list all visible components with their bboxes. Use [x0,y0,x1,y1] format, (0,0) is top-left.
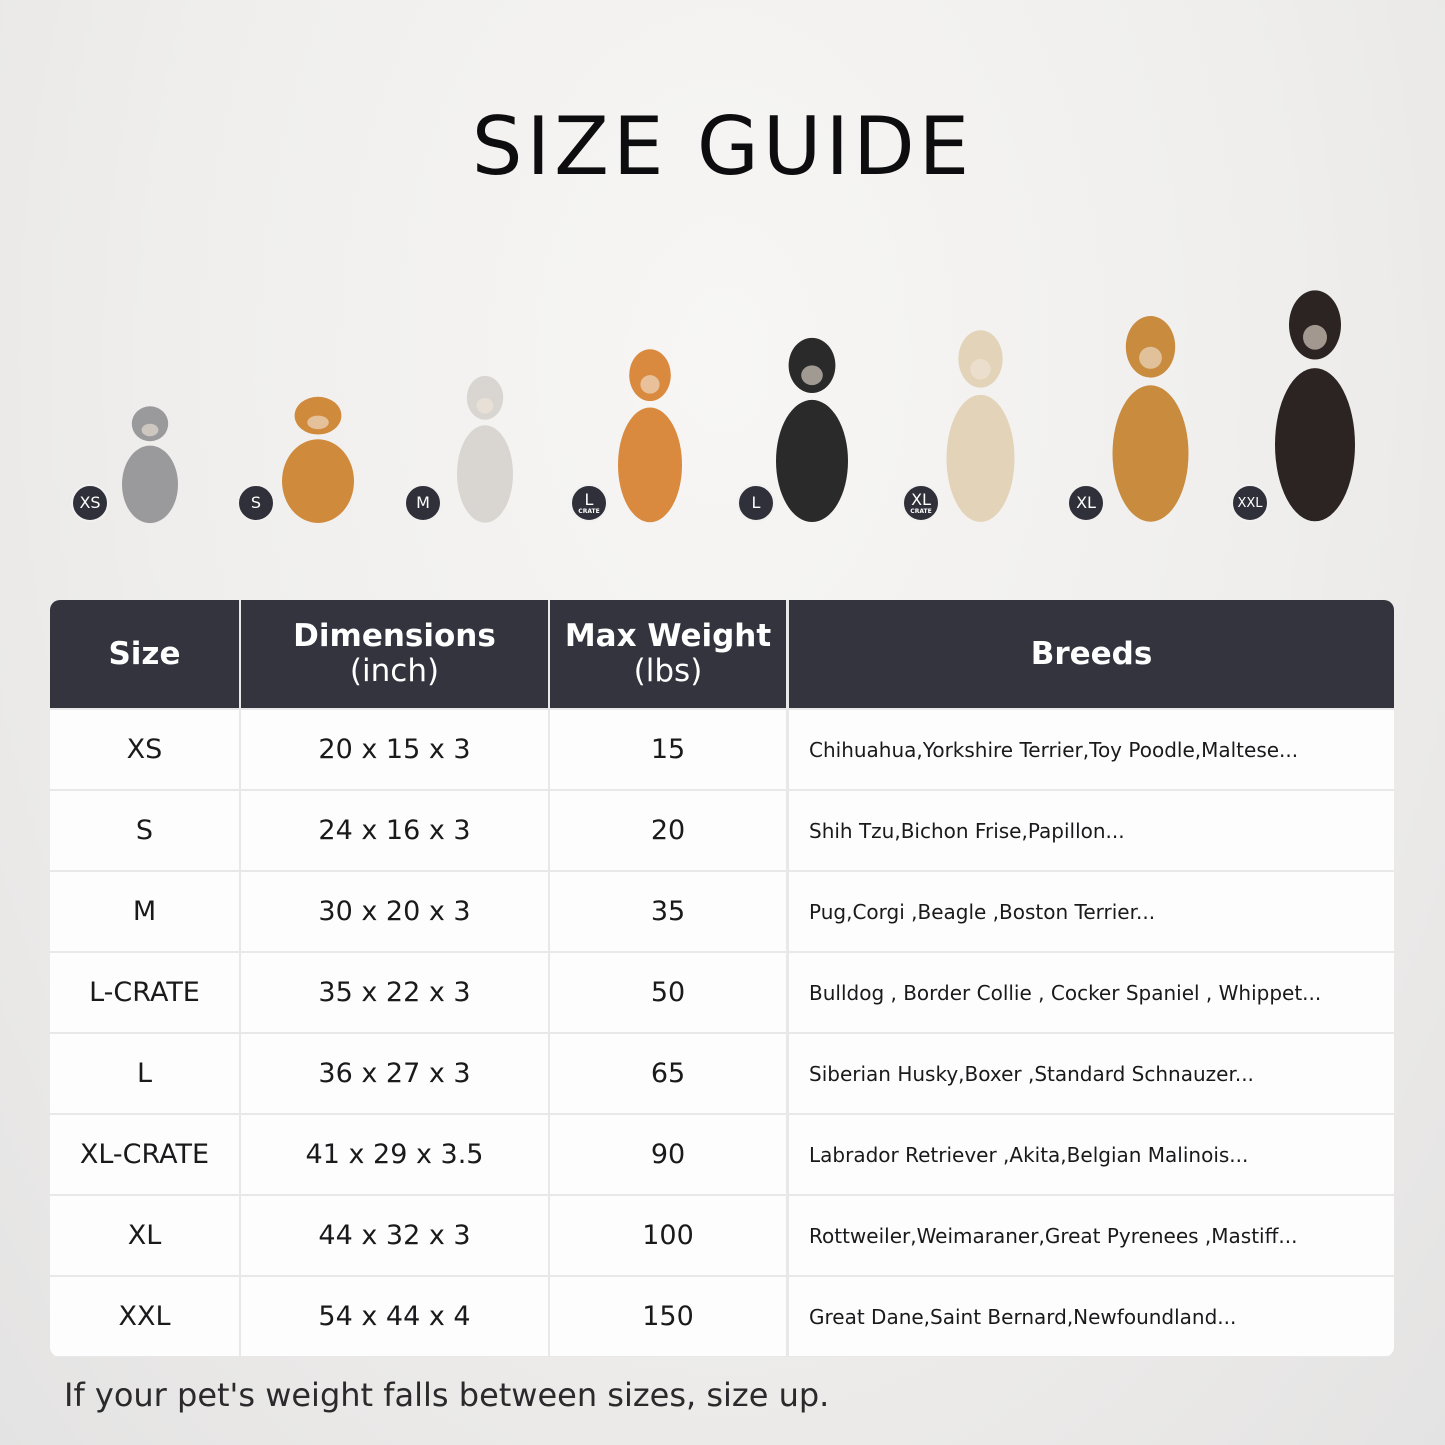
header-breeds: Breeds [789,600,1394,708]
cell-breeds: Pug,Corgi ,Beagle ,Boston Terrier... [789,872,1394,951]
cell-weight: 50 [550,953,786,1032]
cell-weight: 20 [550,791,786,870]
cell-weight: 35 [550,872,786,951]
cell-dimensions: 30 x 20 x 3 [241,872,548,951]
cell-size: XS [50,710,239,789]
shiba-inu-image [610,340,690,525]
cell-breeds: Shih Tzu,Bichon Frise,Papillon... [789,791,1394,870]
header-dimensions-label: Dimensions [293,618,496,654]
badge-sub: CRATE [578,507,600,515]
cell-dimensions: 20 x 15 x 3 [241,710,548,789]
size-badge-xl-crate: XL CRATE [902,484,940,522]
cell-breeds: Chihuahua,Yorkshire Terrier,Toy Poodle,M… [789,710,1394,789]
cell-dimensions: 54 x 44 x 4 [241,1277,548,1356]
cell-size: XL [50,1196,239,1275]
header-weight-label: Max Weight [564,618,772,654]
cell-weight: 90 [550,1115,786,1194]
badge-label: XL [911,489,931,509]
header-weight-unit: (lbs) [633,653,703,689]
size-badge-s: S [237,484,275,522]
cell-weight: 65 [550,1034,786,1113]
doberman-image [1265,278,1365,525]
french-bulldog-image [450,368,520,525]
badge-label: L [751,493,761,512]
page-title: SIZE GUIDE [471,100,974,193]
badge-label: XS [79,493,101,512]
badge-sub: CRATE [910,507,932,515]
header-size: Size [50,600,239,708]
cell-dimensions: 41 x 29 x 3.5 [241,1115,548,1194]
cell-breeds: Siberian Husky,Boxer ,Standard Schnauzer… [789,1034,1394,1113]
cell-weight: 150 [550,1277,786,1356]
cell-breeds: Bulldog , Border Collie , Cocker Spaniel… [789,953,1394,1032]
size-badge-xxl: XXL [1231,484,1269,522]
badge-label: XL [1076,493,1096,512]
cell-weight: 100 [550,1196,786,1275]
labrador-image [938,320,1023,525]
pomeranian-image [273,390,363,525]
size-badge-xl: XL [1067,484,1105,522]
cell-size: M [50,872,239,951]
size-badge-m: M [404,484,442,522]
size-badge-xs: XS [71,484,109,522]
cell-breeds: Rottweiler,Weimaraner,Great Pyrenees ,Ma… [789,1196,1394,1275]
cell-size: XL-CRATE [50,1115,239,1194]
cell-dimensions: 24 x 16 x 3 [241,791,548,870]
cell-dimensions: 35 x 22 x 3 [241,953,548,1032]
badge-label: S [250,493,262,512]
cell-dimensions: 36 x 27 x 3 [241,1034,548,1113]
size-table: Size Dimensions (inch) Max Weight (lbs) … [50,600,1394,1357]
cell-size: S [50,791,239,870]
badge-label: XXL [1237,495,1263,511]
cell-size: L [50,1034,239,1113]
cell-weight: 15 [550,710,786,789]
size-badge-l-crate: L CRATE [570,484,608,522]
golden-retriever-image [1103,305,1198,525]
cell-breeds: Great Dane,Saint Bernard,Newfoundland... [789,1277,1394,1356]
cell-size: XXL [50,1277,239,1356]
badge-label: M [416,493,430,512]
badge-label: L [584,489,594,509]
size-badge-l: L [737,484,775,522]
header-weight: Max Weight (lbs) [550,600,786,708]
cell-size: L-CRATE [50,953,239,1032]
cell-breeds: Labrador Retriever ,Akita,Belgian Malino… [789,1115,1394,1194]
cat-image [115,400,185,525]
cell-dimensions: 44 x 32 x 3 [241,1196,548,1275]
border-collie-image [767,328,857,525]
header-dimensions-unit: (inch) [349,653,440,689]
sizing-note: If your pet's weight falls between sizes… [64,1376,830,1414]
header-dimensions: Dimensions (inch) [241,600,548,708]
